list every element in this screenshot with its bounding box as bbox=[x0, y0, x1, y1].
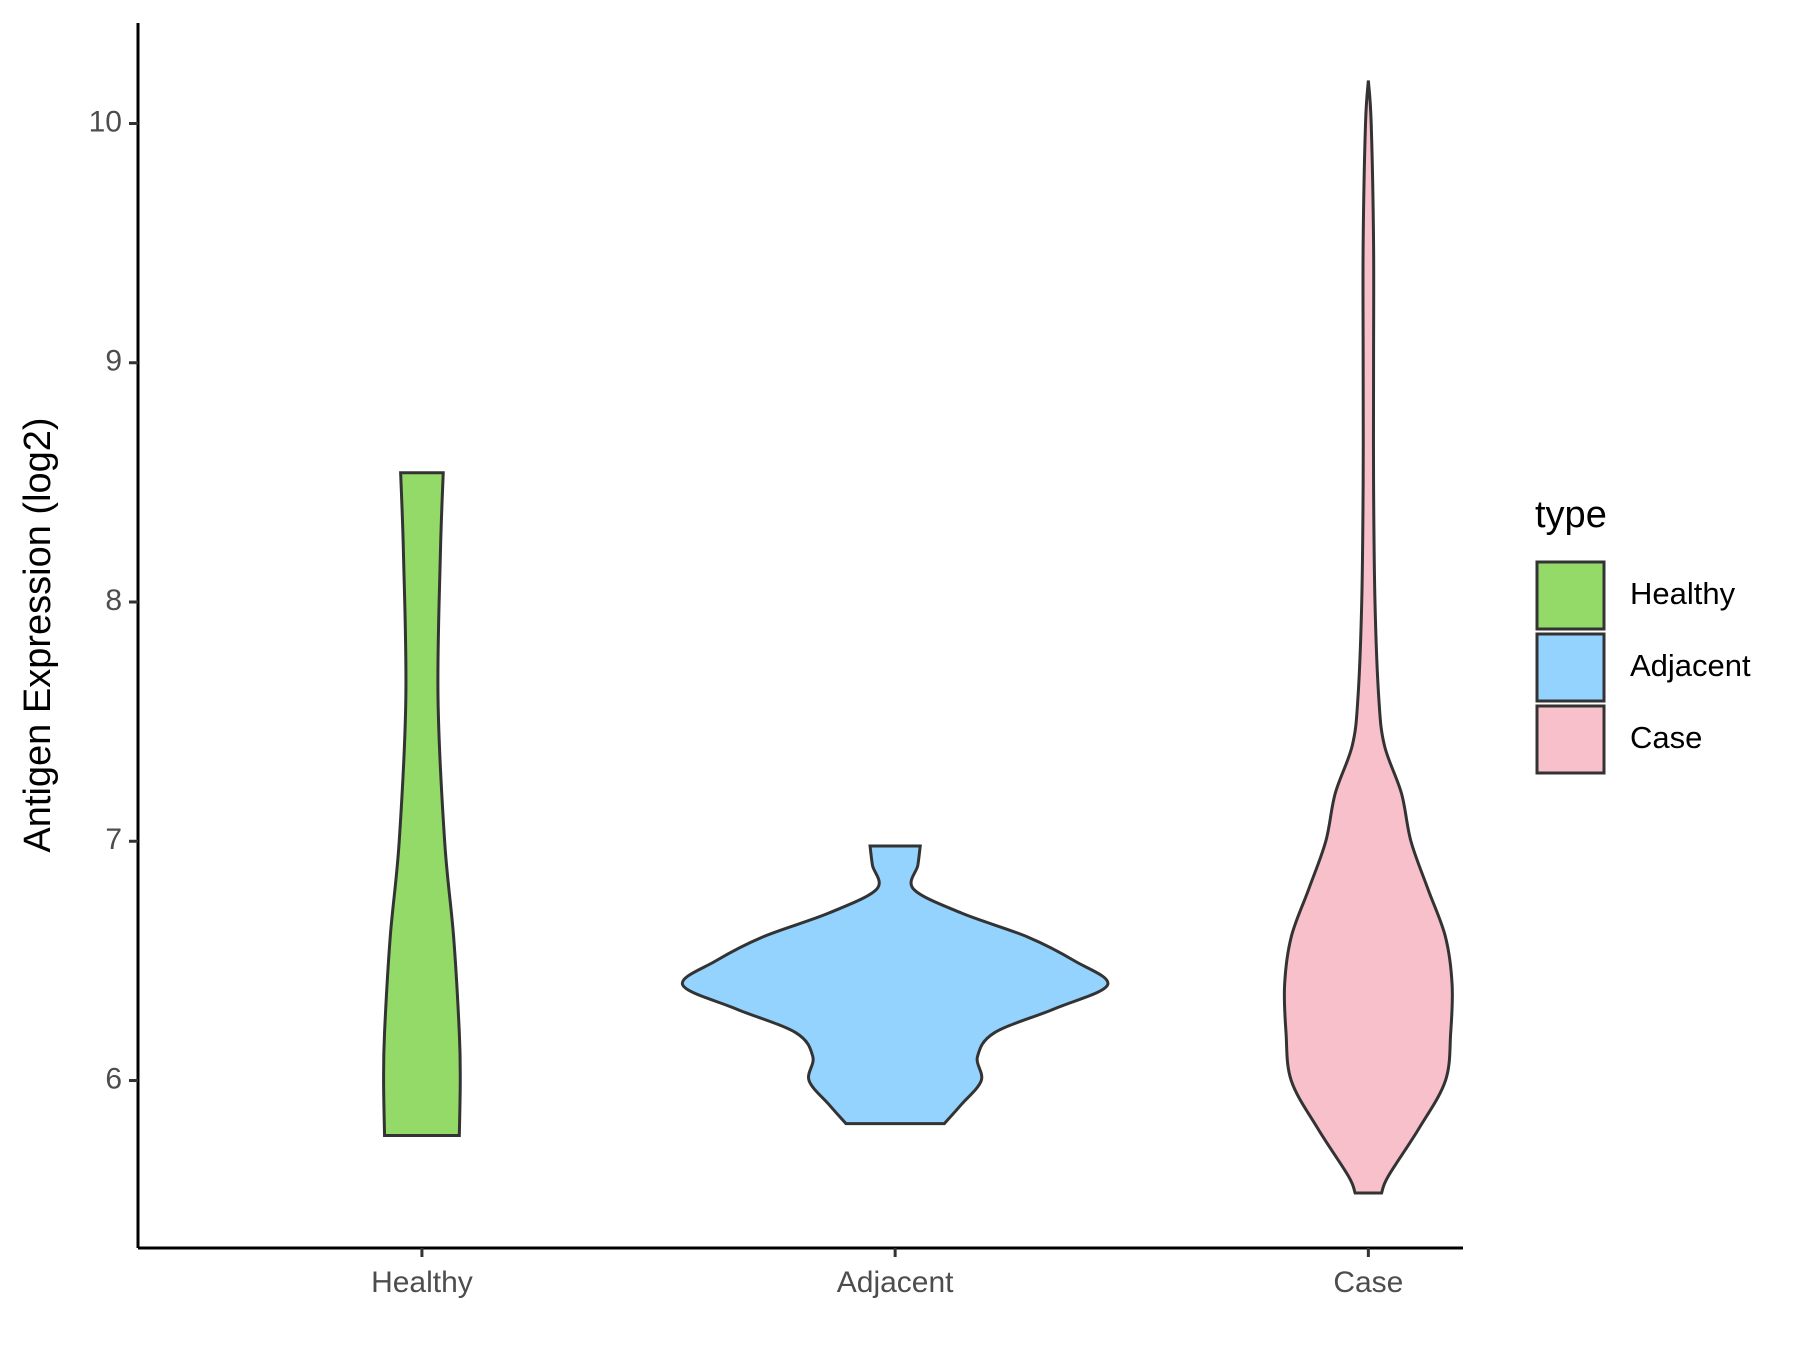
legend-key bbox=[1535, 704, 1606, 775]
violin bbox=[1282, 80, 1454, 1195]
y-tick-label: 8 bbox=[105, 584, 122, 617]
y-axis-label: Antigen Expression (log2) bbox=[17, 417, 59, 852]
legend-key bbox=[1535, 560, 1606, 631]
legend-key bbox=[1535, 632, 1606, 703]
legend-label: Adjacent bbox=[1630, 648, 1751, 683]
y-tick-label: 10 bbox=[89, 105, 122, 138]
legend-label: Healthy bbox=[1630, 576, 1736, 611]
x-tick-label: Healthy bbox=[371, 1266, 473, 1299]
y-tick-label: 9 bbox=[105, 345, 122, 378]
legend-label: Case bbox=[1630, 720, 1702, 755]
y-tick-label: 7 bbox=[105, 823, 122, 856]
violin bbox=[681, 844, 1110, 1126]
y-tick-label: 6 bbox=[105, 1062, 122, 1095]
x-tick-label: Case bbox=[1333, 1266, 1403, 1299]
x-tick-label: Adjacent bbox=[837, 1266, 954, 1299]
legend-title: type bbox=[1535, 494, 1607, 536]
violin bbox=[382, 471, 462, 1138]
